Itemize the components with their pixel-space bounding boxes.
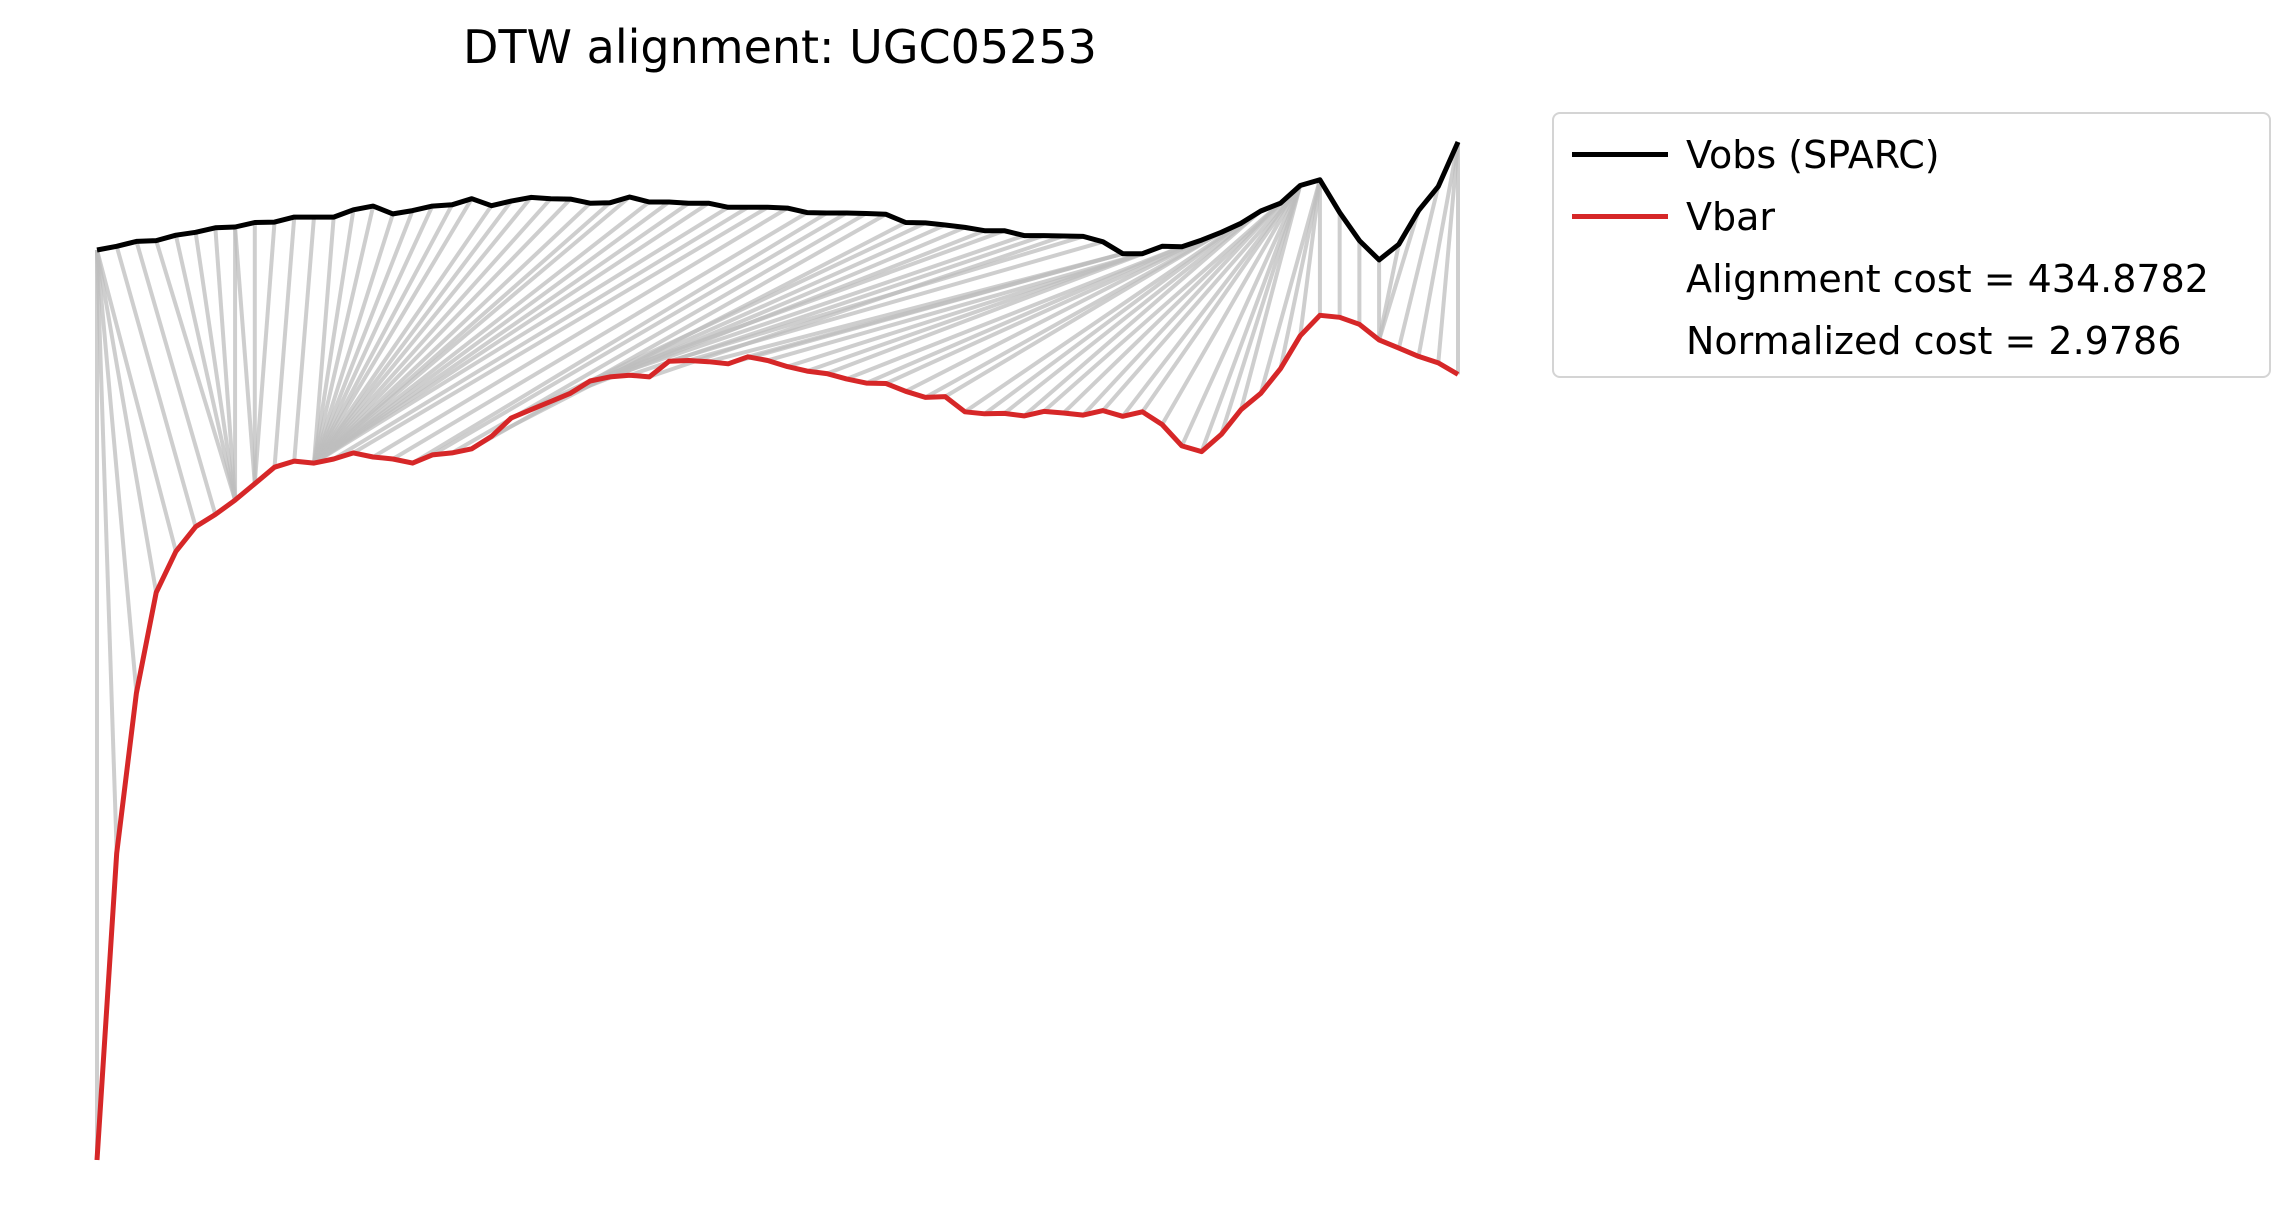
legend-item-normalized-cost: Normalized cost = 2.9786 xyxy=(1554,313,2273,369)
alignment-link xyxy=(1140,184,1302,413)
alignment-link xyxy=(668,234,1084,364)
alignment-link xyxy=(609,233,1025,379)
normalized-cost-label: Normalized cost = 2.9786 xyxy=(1686,319,2182,363)
alignment-link xyxy=(1003,209,1262,416)
legend-swatch-vbar xyxy=(1572,214,1668,219)
legend-item-vobs: Vobs (SPARC) xyxy=(1554,127,2273,183)
alignment-link xyxy=(312,204,494,465)
legend-item-alignment-cost: Alignment cost = 434.8782 xyxy=(1554,251,2273,307)
alignment-link xyxy=(1436,141,1460,364)
alignment-link xyxy=(983,221,1243,416)
alignment-link xyxy=(312,201,592,465)
alignment-link xyxy=(904,238,1203,394)
alignment-link xyxy=(312,205,730,465)
alignment-link xyxy=(1062,201,1282,415)
legend-item-vbar: Vbar xyxy=(1554,189,2273,245)
alignment-link xyxy=(747,251,1124,359)
alignment-link xyxy=(1298,179,1322,337)
alignment-link xyxy=(1121,184,1302,418)
alignment-link xyxy=(134,240,218,516)
alignment-link xyxy=(95,249,159,593)
alignment-links xyxy=(95,141,1460,1160)
alignment-link xyxy=(963,221,1243,414)
alignment-link xyxy=(1199,184,1303,453)
alignment-link xyxy=(213,227,238,501)
alignment-link xyxy=(1022,209,1263,418)
alignment-link xyxy=(1278,179,1322,370)
alignment-link xyxy=(311,209,356,464)
alignment-link xyxy=(944,230,1223,399)
alignment-link xyxy=(1239,185,1303,411)
alignment-link xyxy=(1042,201,1282,413)
alignment-link xyxy=(1219,184,1303,435)
alignment-link xyxy=(173,234,238,501)
alignment-link xyxy=(312,205,435,464)
alignment-link xyxy=(312,197,572,465)
alignment-link xyxy=(1180,184,1303,447)
alignment-link xyxy=(885,238,1203,386)
series-line-vobs xyxy=(96,140,1461,263)
alignment-link xyxy=(312,196,533,465)
alignment-link xyxy=(312,209,415,464)
legend-swatch-vobs xyxy=(1572,152,1668,157)
alignment-link xyxy=(589,228,1006,383)
alignment-link xyxy=(1416,141,1460,357)
alignment-link xyxy=(431,211,848,457)
alignment-link xyxy=(252,221,277,484)
alignment-link xyxy=(391,210,809,461)
alignment-link xyxy=(312,201,710,465)
alignment-cost-label: Alignment cost = 434.8782 xyxy=(1686,257,2209,301)
legend-label-vobs: Vobs (SPARC) xyxy=(1686,133,1940,177)
alignment-link xyxy=(95,249,119,854)
alignment-link xyxy=(312,205,376,464)
alignment-link xyxy=(1396,185,1441,349)
alignment-link xyxy=(312,195,631,465)
alignment-link xyxy=(372,206,789,459)
series-lines xyxy=(94,140,1461,1161)
alignment-link xyxy=(233,226,257,484)
alignment-link xyxy=(1081,201,1282,417)
alignment-link xyxy=(312,199,513,465)
alignment-link xyxy=(1377,209,1421,341)
alignment-link xyxy=(352,205,769,455)
alignment-link xyxy=(865,244,1183,385)
series-line-vbar xyxy=(94,312,1460,1161)
alignment-link xyxy=(95,249,178,552)
alignment-link xyxy=(312,200,671,465)
alignment-link xyxy=(312,197,553,465)
alignment-link xyxy=(311,216,336,464)
alignment-link xyxy=(193,232,238,501)
alignment-link xyxy=(272,216,297,468)
alignment-link xyxy=(688,239,1104,363)
alignment-link xyxy=(114,245,198,528)
legend-label-vbar: Vbar xyxy=(1686,195,1776,239)
alignment-link xyxy=(292,216,316,462)
legend: Vobs (SPARC) Vbar Alignment cost = 434.8… xyxy=(1552,112,2271,378)
alignment-link xyxy=(95,249,139,694)
alignment-link xyxy=(1258,179,1322,394)
alignment-link xyxy=(332,205,749,461)
alignment-link xyxy=(411,211,828,465)
chart-title: DTW alignment: UGC05253 xyxy=(463,20,1097,74)
alignment-link xyxy=(312,203,454,465)
alignment-link xyxy=(154,239,237,501)
alignment-link xyxy=(1101,184,1302,412)
alignment-link xyxy=(1160,184,1302,426)
alignment-link xyxy=(826,244,1163,376)
alignment-link xyxy=(312,213,395,464)
alignment-link xyxy=(312,197,474,465)
